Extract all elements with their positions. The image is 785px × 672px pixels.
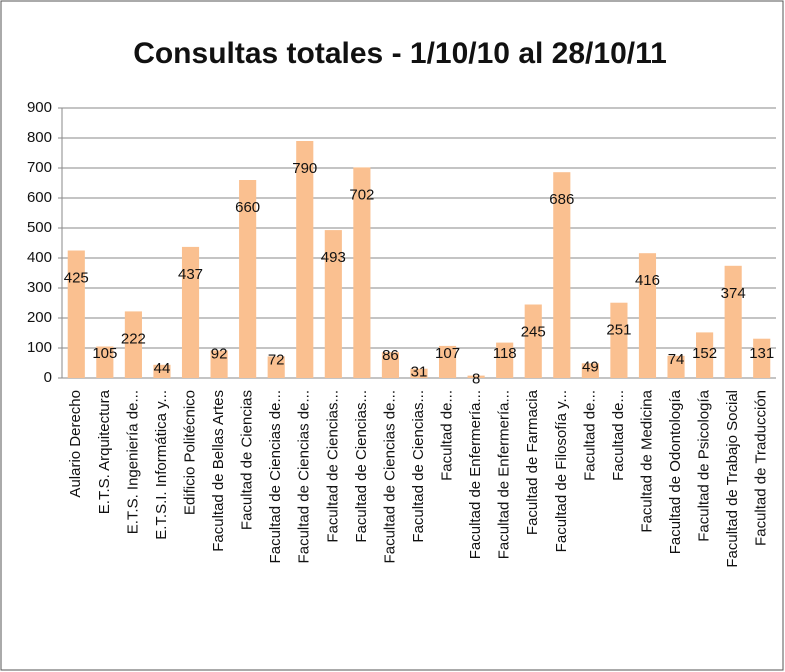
bar <box>353 167 371 378</box>
data-label: 660 <box>235 199 260 216</box>
x-tick-label: Facultad de Odontología <box>667 389 684 554</box>
x-tick-label: E.T.S.I. Informática y... <box>153 390 170 540</box>
data-label: 416 <box>635 272 660 289</box>
bar <box>638 253 657 378</box>
bar <box>524 304 542 378</box>
x-tick-label: Facultad de Ciencias <box>239 390 256 530</box>
bar <box>181 246 200 378</box>
bar <box>553 172 571 378</box>
chart-title: Consultas totales - 1/10/10 al 28/10/11 <box>133 37 667 70</box>
bar <box>667 355 685 378</box>
x-tick-label: Facultad de Trabajo Social <box>724 390 741 568</box>
x-tick-label: Facultad de Enfermería... <box>467 390 484 559</box>
x-tick-label: E.T.S. Ingeniería de... <box>124 390 141 534</box>
x-tick-label: E.T.S. Arquitectura <box>96 389 113 514</box>
y-tick-label: 100 <box>27 339 52 356</box>
data-label: 245 <box>521 323 546 340</box>
x-tick-label: Facultad de Farmacia <box>524 389 541 535</box>
bar <box>610 302 628 378</box>
bar <box>267 356 285 378</box>
data-label: 686 <box>549 191 574 208</box>
data-label: 425 <box>64 269 89 286</box>
bar <box>67 250 85 378</box>
x-tick-label: Facultad de Ciencias... <box>324 390 341 543</box>
data-label: 72 <box>268 351 285 368</box>
bar <box>96 346 114 378</box>
y-tick-label: 500 <box>27 219 52 236</box>
bar <box>696 332 714 378</box>
data-label: 49 <box>582 358 599 375</box>
x-tick-label: Facultad de Bellas Artes <box>210 390 227 552</box>
data-label: 86 <box>382 347 399 364</box>
data-label: 493 <box>321 249 346 266</box>
x-tick-label: Facultad de... <box>439 390 456 481</box>
y-tick-label: 900 <box>27 99 52 116</box>
data-label: 374 <box>721 285 746 302</box>
bar <box>324 230 342 378</box>
data-label: 702 <box>349 186 374 203</box>
data-label: 222 <box>121 330 146 347</box>
x-tick-label: Facultad de Ciencias... <box>353 390 370 543</box>
x-tick-label: Facultad de... <box>581 390 598 481</box>
x-tick-label: Facultad de Ciencias... <box>410 390 427 543</box>
x-tick-label: Facultad de... <box>610 390 627 481</box>
data-label: 107 <box>435 345 460 362</box>
x-tick-label: Facultad de Traducción <box>753 390 770 546</box>
data-label: 31 <box>411 364 428 381</box>
bar <box>467 375 485 378</box>
x-tick-label: Facultad de Ciencias de... <box>381 390 398 563</box>
bar <box>410 368 428 378</box>
data-label: 105 <box>92 345 117 362</box>
data-label: 131 <box>749 345 774 362</box>
bar <box>381 352 400 378</box>
y-tick-label: 300 <box>27 279 52 296</box>
data-label: 44 <box>154 360 171 377</box>
x-tick-label: Facultad de Psicología <box>696 389 713 541</box>
bar <box>496 342 514 378</box>
y-tick-label: 200 <box>27 309 52 326</box>
data-label: 74 <box>668 351 685 368</box>
data-label: 251 <box>606 322 631 339</box>
data-label: 152 <box>692 345 717 362</box>
x-tick-label: Facultad de Ciencias de... <box>296 390 313 563</box>
bar <box>581 363 599 378</box>
y-tick-label: 600 <box>27 189 52 206</box>
x-tick-label: Facultad de Enfermería... <box>496 390 513 559</box>
y-tick-label: 800 <box>27 129 52 146</box>
data-label: 8 <box>472 371 480 388</box>
data-label: 790 <box>292 160 317 177</box>
bar <box>724 265 742 378</box>
y-tick-label: 400 <box>27 249 52 266</box>
data-label: 118 <box>493 345 517 362</box>
y-tick-label: 700 <box>27 159 52 176</box>
y-tick-label: 0 <box>44 369 52 386</box>
bar <box>438 345 457 378</box>
bar <box>153 364 171 378</box>
bar <box>753 338 771 378</box>
x-tick-label: Facultad de Ciencias de... <box>267 390 284 563</box>
data-label: 92 <box>211 345 228 362</box>
bar <box>239 180 257 378</box>
x-tick-label: Facultad de Filosofía y... <box>553 390 570 552</box>
bar <box>210 350 228 378</box>
x-tick-label: Facultad de Medicina <box>638 389 655 532</box>
x-tick-label: Aulario Derecho <box>67 390 84 498</box>
data-label: 437 <box>178 266 203 283</box>
bar <box>296 141 314 378</box>
x-tick-label: Edificio Politécnico <box>181 390 198 515</box>
bar <box>124 311 142 378</box>
